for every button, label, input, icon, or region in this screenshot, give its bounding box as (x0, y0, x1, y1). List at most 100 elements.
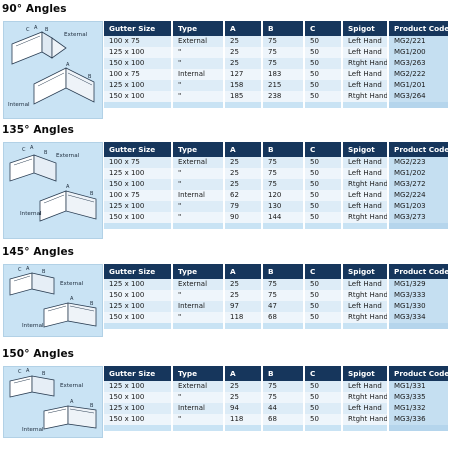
external-angle-illustration (9, 272, 55, 296)
c-cell: 50 (304, 301, 343, 312)
b-cell: 120 (262, 190, 305, 201)
product-code-cell: MG3/264 (388, 91, 448, 102)
type-cell: Internal (172, 301, 225, 312)
col-a: A (224, 366, 263, 381)
a-cell: 62 (224, 190, 263, 201)
b-cell: 75 (262, 392, 305, 403)
c-cell: 50 (304, 58, 343, 69)
c-cell: 50 (304, 414, 343, 425)
spigot-cell: Left Hand (342, 168, 389, 179)
spec-table: Gutter Size Type A B C Spigot Product Co… (104, 366, 449, 431)
header-row: Gutter Size Type A B C Spigot Product Co… (104, 264, 449, 279)
type-cell: " (172, 168, 225, 179)
type-cell: " (172, 312, 225, 323)
dim-b-label: B (90, 191, 94, 197)
internal-angle-illustration (43, 302, 97, 328)
spigot-cell: Left Hand (342, 190, 389, 201)
table-row: 150 x 100 " 25 75 50 Rtght Hand MG3/272 (104, 179, 448, 190)
dim-c-label: C (18, 267, 22, 273)
type-cell: External (172, 36, 225, 47)
table-row: 125 x 100 " 25 75 50 Left Hand MG1/200 (104, 47, 448, 58)
a-cell: 25 (224, 381, 263, 392)
col-spigot: Spigot (342, 142, 389, 157)
gutter-size-cell: 125 x 100 (104, 168, 173, 179)
type-cell: External (172, 381, 225, 392)
gutter-size-cell: 125 x 100 (104, 381, 173, 392)
product-code-cell: MG1/329 (388, 279, 448, 290)
spec-table: Gutter Size Type A B C Spigot Product Co… (104, 264, 449, 329)
header-row: Gutter Size Type A B C Spigot Product Co… (104, 142, 449, 157)
b-cell: 75 (262, 47, 305, 58)
col-gutter-size: Gutter Size (104, 366, 173, 381)
product-code-cell: MG3/263 (388, 58, 448, 69)
product-code-cell: MG3/336 (388, 414, 448, 425)
col-gutter-size: Gutter Size (104, 142, 173, 157)
gutter-size-cell: 125 x 100 (104, 47, 173, 58)
product-code-cell: MG2/221 (388, 36, 448, 47)
col-spigot: Spigot (342, 366, 389, 381)
spigot-cell: Rtght Hand (342, 392, 389, 403)
a-cell: 25 (224, 168, 263, 179)
product-code-cell: MG1/202 (388, 168, 448, 179)
section-150-degree: 150° Angles External C A B Internal (0, 348, 452, 448)
b-cell: 75 (262, 179, 305, 190)
col-c: C (304, 21, 343, 36)
dim-b-label: B (45, 27, 49, 33)
a-cell: 127 (224, 69, 263, 80)
internal-label: Internal (20, 211, 42, 217)
header-row: Gutter Size Type A B C Spigot Product Co… (104, 366, 449, 381)
b-cell: 68 (262, 414, 305, 425)
spigot-cell: Left Hand (342, 201, 389, 212)
gutter-size-cell: 125 x 100 (104, 201, 173, 212)
section-title: 135° Angles (2, 124, 75, 136)
c-cell: 50 (304, 201, 343, 212)
spigot-cell: Rtght Hand (342, 58, 389, 69)
col-a: A (224, 142, 263, 157)
gutter-size-cell: 100 x 75 (104, 36, 173, 47)
dim-b-label: B (44, 150, 48, 156)
external-angle-illustration (9, 154, 57, 182)
table-row: 125 x 100 External 25 75 50 Left Hand MG… (104, 279, 448, 290)
spigot-cell: Left Hand (342, 279, 389, 290)
spigot-cell: Rtght Hand (342, 414, 389, 425)
gutter-size-cell: 150 x 100 (104, 392, 173, 403)
b-cell: 75 (262, 168, 305, 179)
dim-a-label: A (70, 296, 74, 302)
a-cell: 185 (224, 91, 263, 102)
col-c: C (304, 142, 343, 157)
gutter-size-cell: 150 x 100 (104, 58, 173, 69)
gutter-size-cell: 150 x 100 (104, 212, 173, 223)
gutter-size-cell: 100 x 75 (104, 157, 173, 168)
a-cell: 118 (224, 312, 263, 323)
product-code-cell: MG3/334 (388, 312, 448, 323)
table-row: 150 x 100 " 90 144 50 Rtght Hand MG3/273 (104, 212, 448, 223)
a-cell: 25 (224, 179, 263, 190)
type-cell: " (172, 201, 225, 212)
gutter-size-cell: 125 x 100 (104, 80, 173, 91)
c-cell: 50 (304, 80, 343, 91)
gutter-size-cell: 125 x 100 (104, 279, 173, 290)
section-title: 145° Angles (2, 246, 75, 258)
a-cell: 25 (224, 157, 263, 168)
table-row: 125 x 100 External 25 75 50 Left Hand MG… (104, 381, 448, 392)
table-row: 150 x 100 " 25 75 50 Rtght Hand MG3/335 (104, 392, 448, 403)
spigot-cell: Rtght Hand (342, 91, 389, 102)
col-b: B (262, 21, 305, 36)
a-cell: 25 (224, 392, 263, 403)
gutter-size-cell: 125 x 100 (104, 301, 173, 312)
dim-b-label: B (90, 403, 94, 409)
external-angle-illustration (11, 31, 67, 65)
product-code-cell: MG2/223 (388, 157, 448, 168)
col-spigot: Spigot (342, 264, 389, 279)
b-cell: 75 (262, 381, 305, 392)
type-cell: " (172, 58, 225, 69)
type-cell: " (172, 179, 225, 190)
gutter-size-cell: 100 x 75 (104, 190, 173, 201)
col-product-code: Product Code (388, 264, 449, 279)
table-row: 100 x 75 External 25 75 50 Left Hand MG2… (104, 157, 448, 168)
gutter-size-cell: 150 x 100 (104, 414, 173, 425)
dim-a-label: A (30, 145, 34, 151)
col-b: B (262, 366, 305, 381)
product-code-cell: MG3/272 (388, 179, 448, 190)
